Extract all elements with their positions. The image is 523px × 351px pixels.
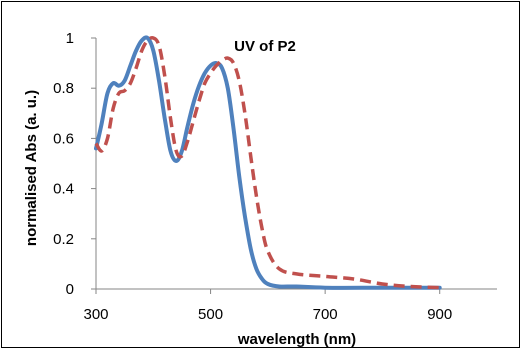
y-tick-label: 0.6 (53, 130, 74, 147)
y-axis-label: normalised Abs (a. u.) (23, 90, 40, 246)
x-tick-label: 300 (83, 306, 108, 323)
series-line-2 (94, 36, 440, 290)
y-tick-label: 1 (66, 30, 74, 47)
series-line-1 (94, 35, 442, 290)
y-tick-label: 0.8 (53, 80, 74, 97)
x-axis-label: wavelength (nm) (237, 331, 356, 348)
y-tick-label: 0 (66, 281, 74, 298)
chart-title: UV of P2 (234, 38, 296, 55)
x-tick-label: 500 (198, 306, 223, 323)
y-ticks: 0 0.2 0.4 0.6 0.8 1 (53, 30, 96, 298)
y-tick-label: 0.2 (53, 231, 74, 248)
x-tick-label: 900 (427, 306, 452, 323)
y-tick-label: 0.4 (53, 181, 74, 198)
series-group (94, 35, 442, 290)
x-ticks: 300 500 700 900 (83, 289, 452, 323)
x-tick-label: 700 (313, 306, 338, 323)
